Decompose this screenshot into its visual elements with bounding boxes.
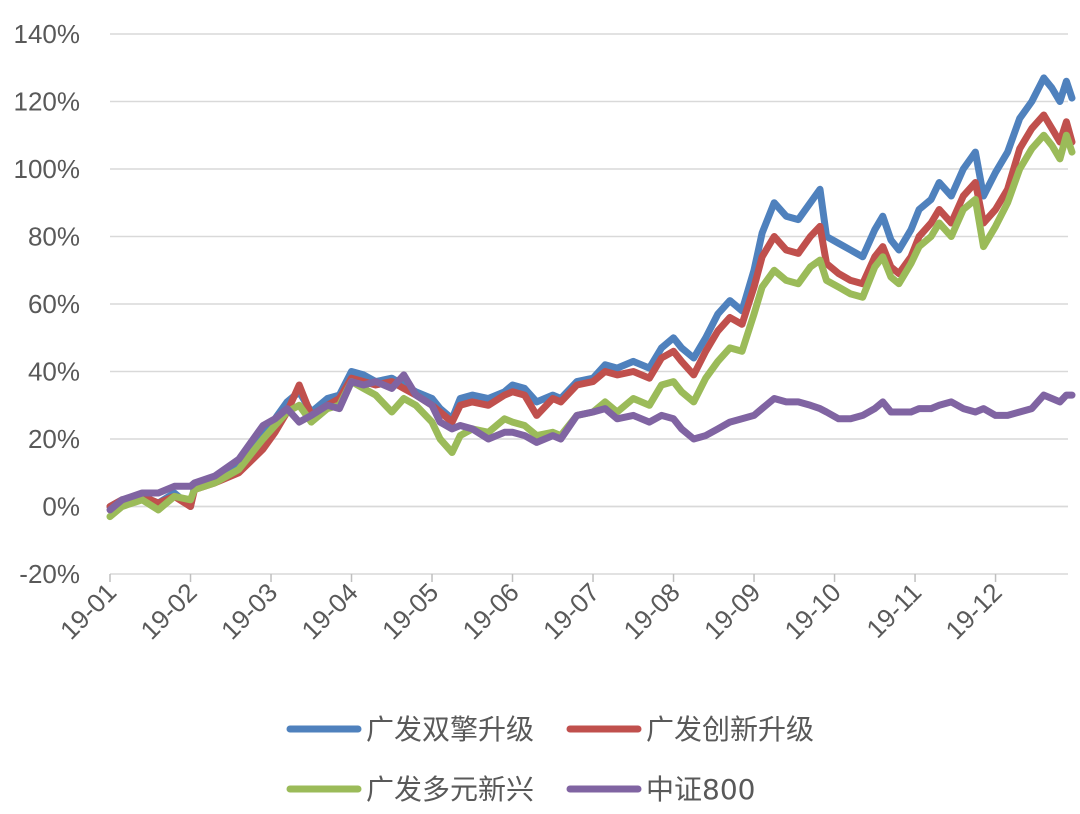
x-axis (109, 505, 1068, 582)
legend-label: 中证800 (646, 773, 755, 806)
y-tick-label: 100% (14, 154, 81, 184)
x-axis-tick-labels: 19-01 19-02 19-03 19-04 19-05 19-06 19-07 19-08… (54, 577, 1008, 645)
x-tick-label: 19-11 (860, 577, 927, 644)
y-tick-label: 20% (28, 424, 80, 454)
series-lines (106, 74, 1076, 521)
y-tick-label: 80% (28, 222, 80, 252)
y-tick-label: 40% (28, 357, 80, 387)
x-tick-label: 19-09 (698, 577, 766, 645)
x-tick-label: 19-08 (618, 577, 686, 645)
x-tick-label: 19-06 (457, 577, 525, 645)
x-tick-label: 19-10 (779, 577, 847, 645)
y-tick-label: 120% (14, 87, 81, 117)
y-tick-label: 0% (42, 492, 80, 522)
legend-label: 广发创新升级 (646, 713, 814, 746)
legend-label: 广发多元新兴 (366, 773, 534, 806)
gridlines (110, 33, 1068, 575)
x-tick-label: 19-07 (537, 577, 605, 645)
y-tick-label: 60% (28, 289, 80, 319)
y-tick-label: 140% (14, 19, 81, 49)
x-tick-label: 19-02 (135, 577, 203, 645)
y-axis-tick-labels: -20% 0% 20% 40% 60% 80% 100% 120% 140% (14, 19, 81, 589)
x-tick-label: 19-12 (940, 577, 1008, 645)
series-line-3 (106, 131, 1076, 521)
y-tick-label: -20% (19, 559, 80, 589)
x-tick-label: 19-03 (215, 577, 283, 645)
legend-label: 广发双擎升级 (366, 713, 534, 746)
x-tick-label: 19-05 (376, 577, 444, 645)
x-tick-label: 19-04 (296, 577, 364, 645)
series-line-4 (106, 371, 1076, 514)
